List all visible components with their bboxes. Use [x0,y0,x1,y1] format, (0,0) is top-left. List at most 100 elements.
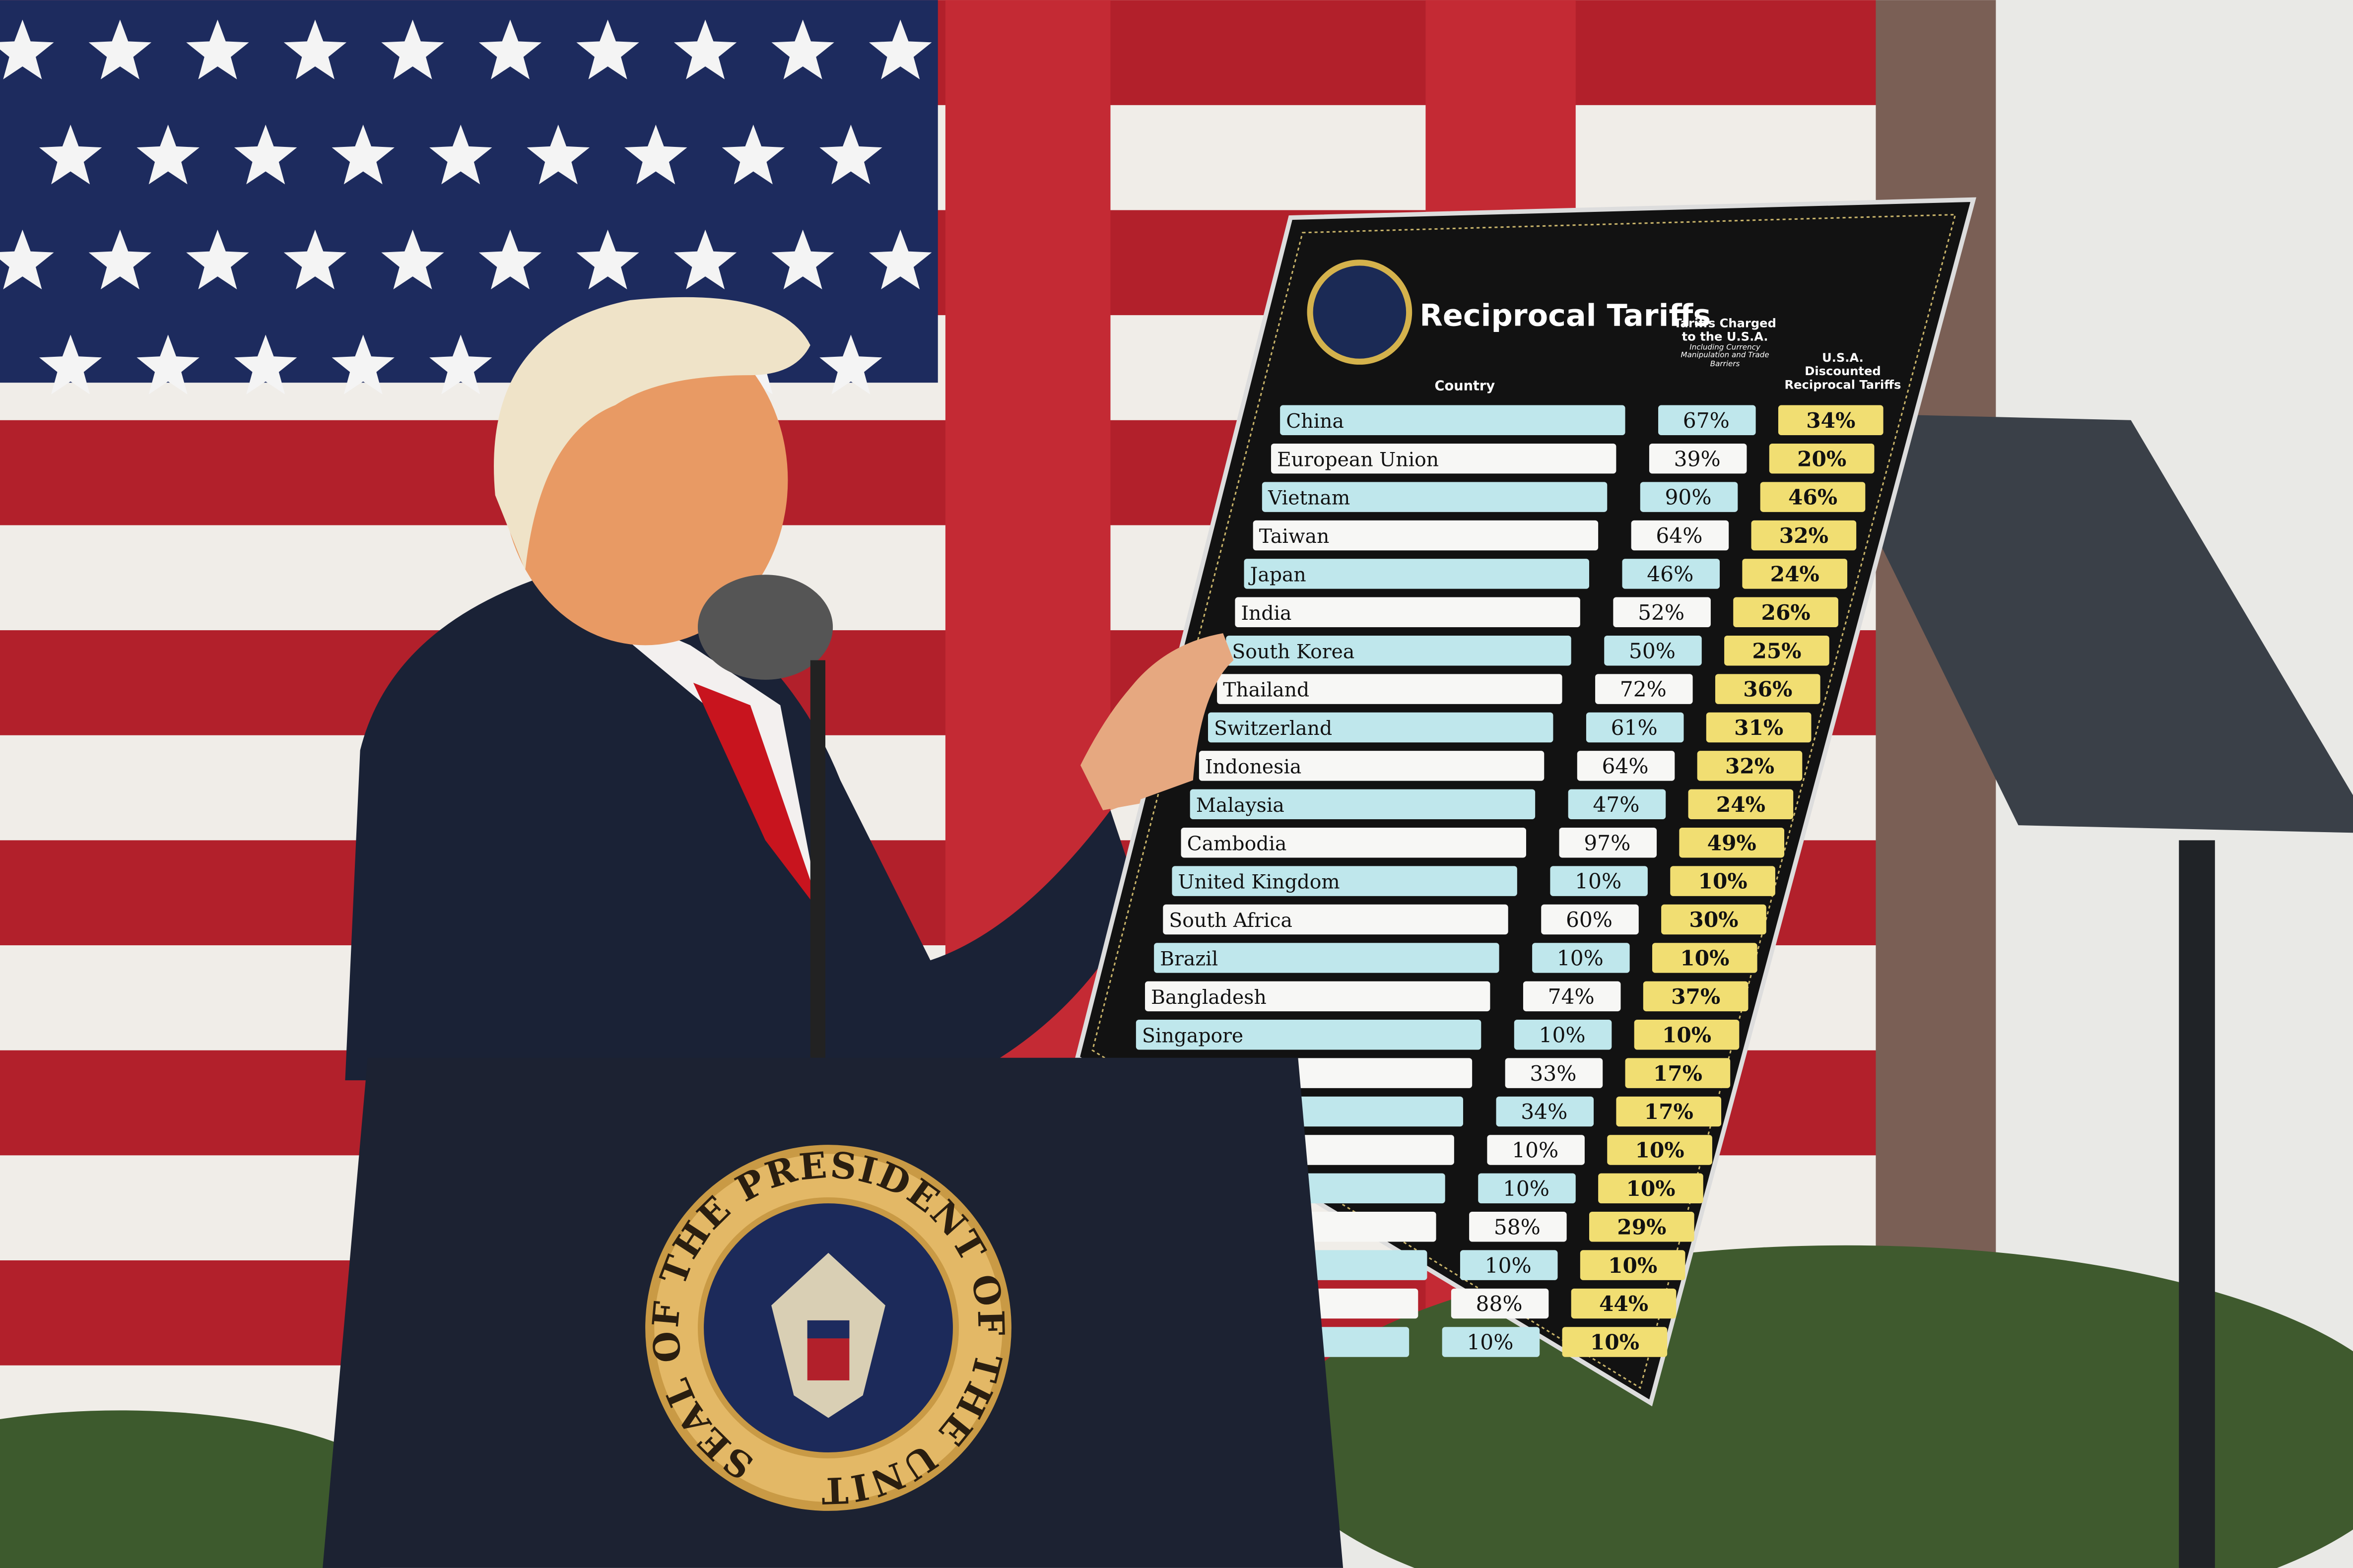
discounted-box [1661,904,1766,935]
charged-box [1640,482,1738,512]
charged-box [1541,904,1639,935]
charged-value: 90% [1665,485,1711,510]
country-bar [1280,405,1625,436]
country-bar [1154,943,1499,973]
discounted-box [1598,1173,1703,1204]
speaker [345,297,1231,1081]
flag-star [673,19,737,79]
country-bar [1262,482,1608,512]
flag-star [819,334,882,394]
country-bar [1190,789,1536,820]
flag-star [673,229,737,290]
flag-star [624,125,687,185]
charged-value: 10% [1575,869,1621,894]
discounted-box [1652,943,1757,973]
charged-value: 10% [1539,1023,1586,1047]
board-seal [1307,260,1412,365]
charged-value: 61% [1611,716,1658,740]
charged-value: 64% [1656,523,1702,548]
charged-note: Including Currency Manipulation and Trad… [1681,343,1769,369]
discounted-value: 30% [1689,907,1738,932]
discounted-value: 20% [1797,446,1846,471]
discounted-value: 29% [1617,1214,1666,1239]
discounted-value: 17% [1653,1061,1702,1086]
country-name: China [1286,410,1344,433]
discounted-box [1697,751,1803,781]
charged-value: 47% [1593,792,1639,817]
discounted-value: 10% [1626,1176,1675,1201]
charged-value: 60% [1566,908,1613,932]
discounted-box [1778,405,1883,436]
discounted-value: 31% [1734,715,1783,740]
charged-box [1496,1096,1594,1127]
flag-star [429,125,492,185]
charged-value: 10% [1512,1138,1558,1163]
charged-box [1595,674,1693,704]
discounted-value: 10% [1698,869,1748,894]
flag-star [234,125,297,185]
country-name: Vietnam [1268,487,1350,510]
flag-star [771,229,834,290]
country-bar [1253,520,1599,551]
flag-star [869,19,932,79]
charged-box [1622,559,1720,589]
charged-value: 50% [1629,639,1676,663]
charged-value: 10% [1467,1330,1513,1355]
discounted-value: 10% [1680,946,1729,971]
flag-star [819,125,882,185]
flag-star [722,125,785,185]
discounted-box [1634,1020,1740,1050]
discounted-box [1706,712,1812,743]
discounted-box [1769,443,1875,474]
discounted-header: U.S.A. Discounted Reciprocal Tariffs [1784,351,1901,392]
charged-box [1649,443,1747,474]
discounted-value: 24% [1716,792,1765,817]
country-bar [1208,712,1553,743]
country-name: South Korea [1232,641,1354,663]
country-name: Switzerland [1214,718,1332,740]
discounted-box [1688,789,1794,820]
charged-box [1577,751,1675,781]
charged-box [1613,597,1711,628]
flag-star [332,334,395,394]
charged-value: 33% [1530,1061,1576,1086]
discounted-value: 17% [1644,1099,1693,1124]
country-bar [1163,904,1508,935]
charged-box [1514,1020,1612,1050]
discounted-value: 25% [1752,638,1801,663]
discounted-value: 32% [1779,523,1828,548]
charged-box [1505,1058,1603,1088]
flag-star [332,125,395,185]
charged-value: 88% [1476,1292,1523,1316]
charged-box [1604,635,1702,666]
flag-star [381,19,444,79]
country-name: South Africa [1169,910,1292,932]
charged-box [1559,827,1657,858]
discounted-value: 10% [1635,1138,1684,1163]
flag-star [283,229,347,290]
country-name: United Kingdom [1178,871,1340,894]
charged-box [1658,405,1756,436]
charged-box [1631,520,1729,551]
country-bar [1244,559,1589,589]
discounted-value: 34% [1806,408,1855,433]
charged-box [1469,1212,1567,1242]
flag-star [283,19,347,79]
discounted-value: 44% [1599,1291,1648,1316]
charged-value: 10% [1485,1253,1532,1278]
flag-star [0,229,54,290]
charged-box [1568,789,1666,820]
discounted-box [1625,1058,1731,1088]
discounted-box [1751,520,1857,551]
hand [1110,633,1234,810]
discounted-box [1724,635,1829,666]
country-name: Cambodia [1187,833,1287,855]
country-name: Singapore [1142,1025,1243,1047]
charged-value: 74% [1548,984,1595,1009]
country-bar [1235,597,1580,628]
microphone [697,575,833,680]
charged-box [1451,1288,1549,1319]
country-bar [1199,751,1545,781]
discounted-box [1670,866,1775,896]
